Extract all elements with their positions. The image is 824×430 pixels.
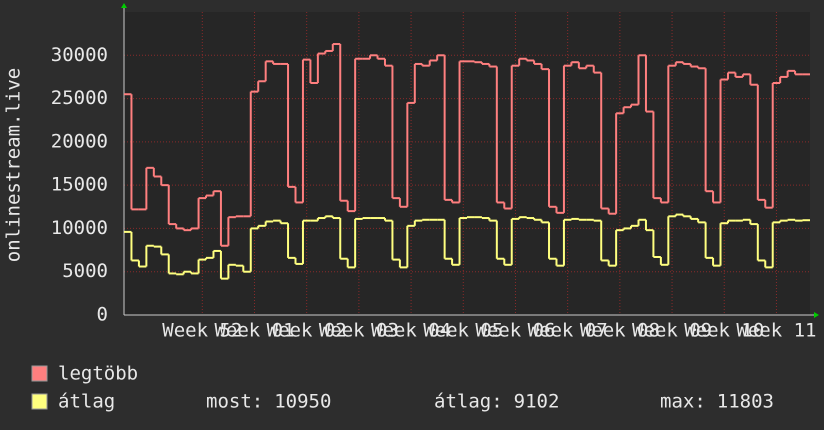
stat-value: 10950 <box>274 391 331 413</box>
x-tick-label: Week 09 <box>632 320 712 342</box>
x-tick-label: Week 02 <box>267 320 347 342</box>
stat-label: átlag: <box>434 391 503 413</box>
stat-value: 11803 <box>717 391 774 413</box>
y-tick-label: 5000 <box>62 260 108 282</box>
x-tick-label: Week 07 <box>528 320 608 342</box>
plot-area <box>124 12 810 315</box>
x-tick-label: Week 06 <box>475 320 555 342</box>
x-tick-label: Week 03 <box>319 320 399 342</box>
y-tick-label: 0 <box>97 304 108 326</box>
legend-swatch <box>31 365 48 382</box>
y-tick-label: 15000 <box>51 174 108 196</box>
x-tick-label: Week 10 <box>684 320 764 342</box>
x-tick-label: Week 05 <box>423 320 503 342</box>
x-tick-label: Week 04 <box>371 320 451 342</box>
legend-label: átlag <box>58 391 115 413</box>
stat-label: most: <box>206 391 263 413</box>
y-tick-label: 30000 <box>51 44 108 66</box>
stat-value: 9102 <box>514 391 560 413</box>
y-tick-label: 10000 <box>51 217 108 239</box>
legend-label: legtöbb <box>58 363 138 385</box>
x-tick-label: Week 01 <box>214 320 294 342</box>
axis-arrow <box>814 312 819 318</box>
x-tick-label: Week 52 <box>162 320 242 342</box>
x-tick-label: Week 08 <box>580 320 660 342</box>
y-axis-label: onlinestream.live <box>3 68 25 262</box>
y-tick-label: 25000 <box>51 87 108 109</box>
x-tick-label: Week 11 <box>736 320 816 342</box>
axis-arrow <box>121 3 127 8</box>
legend-swatch <box>31 393 48 410</box>
stat-label: max: <box>660 391 706 413</box>
y-tick-label: 20000 <box>51 130 108 152</box>
